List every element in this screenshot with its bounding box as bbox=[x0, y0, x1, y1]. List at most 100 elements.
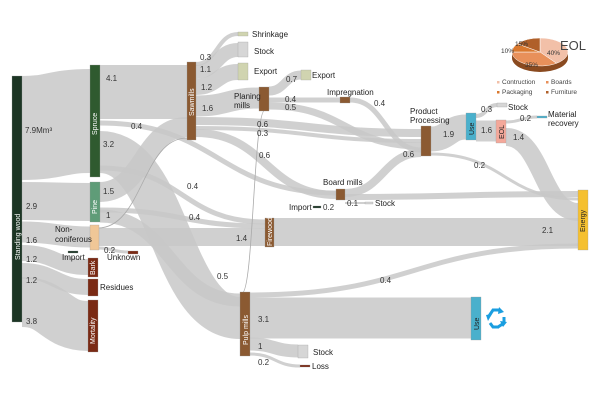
node-label-spruce: Spruce bbox=[92, 113, 99, 135]
link-eol-energy bbox=[504, 128, 580, 221]
value-eol-material: 0.2 bbox=[520, 114, 532, 123]
legend-packaging: Packaging bbox=[502, 89, 533, 96]
value-pulp-stock: 1 bbox=[258, 342, 263, 351]
value-nonconif-fire: 1.4 bbox=[236, 234, 248, 243]
link-nonconif-sawmills bbox=[97, 137, 188, 229]
node-label-nonconif-2: coniferous bbox=[55, 235, 92, 244]
value-pp-use: 1.9 bbox=[443, 130, 455, 139]
node-label-firewood: Firewood bbox=[267, 217, 274, 246]
link-planing-pulp bbox=[241, 109, 266, 294]
pie-label-boards: 35% bbox=[525, 62, 538, 69]
node-planing-mills bbox=[258, 86, 270, 112]
flow-links bbox=[20, 32, 580, 368]
value-saw-pp2: 0.3 bbox=[257, 129, 269, 138]
legend-swatch-contruction bbox=[497, 81, 500, 84]
pie-title: EOL bbox=[560, 38, 586, 53]
value-export: 1.2 bbox=[201, 83, 213, 92]
node-non-coniferous bbox=[89, 224, 100, 251]
node-export-2 bbox=[300, 69, 312, 81]
node-label-pulp-mills: Pulp mills bbox=[243, 315, 250, 345]
legend-contruction: Contruction bbox=[502, 79, 536, 86]
flow-values: 7.9Mm³ 2.9 1.6 1.2 1.2 3.8 4.1 0.4 3.2 1… bbox=[25, 53, 554, 367]
link-pulp-loss bbox=[249, 352, 301, 368]
value-pulp-use: 3.1 bbox=[258, 315, 270, 324]
link-sawmills-stock bbox=[195, 43, 239, 79]
link-planing-export bbox=[268, 70, 302, 96]
link-standing-residues bbox=[21, 263, 89, 295]
value-residues-in: 1.2 bbox=[26, 276, 38, 285]
value-shrinkage: 0.3 bbox=[200, 53, 212, 62]
link-pine-firewood bbox=[99, 207, 266, 229]
node-label-bark: Bark bbox=[90, 260, 97, 275]
node-label-export-2: Export bbox=[312, 71, 336, 80]
value-pp-energy: 0.2 bbox=[474, 161, 486, 170]
node-label-shrinkage: Shrinkage bbox=[252, 30, 289, 39]
node-label-planing-1: Planing bbox=[234, 92, 261, 101]
node-spruce bbox=[89, 64, 101, 178]
node-standing-wood bbox=[11, 75, 23, 323]
pie-percent-labels: 40% 35% 10% 15% bbox=[501, 41, 560, 69]
node-pine bbox=[89, 181, 101, 223]
value-use-eol: 1.6 bbox=[481, 126, 493, 135]
link-standing-pine bbox=[21, 182, 91, 221]
value-fire-energy: 2.1 bbox=[542, 226, 554, 235]
value-planing: 1.6 bbox=[202, 104, 214, 113]
node-board-stock bbox=[364, 201, 374, 205]
legend-swatch-boards bbox=[546, 81, 549, 84]
node-import bbox=[67, 250, 79, 254]
node-loss bbox=[299, 364, 311, 368]
link-impreg-pp bbox=[349, 97, 422, 153]
node-bark bbox=[87, 257, 99, 278]
value-impreg-pp: 0.4 bbox=[374, 99, 386, 108]
value-saw-board: 0.6 bbox=[259, 151, 271, 160]
link-sawmills-board bbox=[195, 129, 337, 199]
node-material-recovery bbox=[536, 115, 548, 119]
node-label-board-mills: Board mills bbox=[323, 178, 363, 187]
pie-slice-furniture bbox=[516, 37, 541, 53]
node-label-product-2: Processing bbox=[410, 116, 450, 125]
pie-label-furniture: 15% bbox=[515, 41, 528, 48]
value-pulp-loss: 0.2 bbox=[258, 358, 270, 367]
node-eol bbox=[495, 119, 507, 144]
link-eol-material bbox=[505, 115, 538, 124]
value-pulp-in: 0.5 bbox=[217, 272, 229, 281]
value-saw-pp1: 0.6 bbox=[257, 120, 269, 129]
value-spruce-board: 0.4 bbox=[131, 122, 143, 131]
node-stock bbox=[237, 41, 249, 58]
value-pine-saw: 1.5 bbox=[103, 187, 115, 196]
link-pp-use bbox=[429, 114, 468, 152]
link-sawmills-shrinkage bbox=[195, 32, 239, 66]
value-bark-in: 1.2 bbox=[26, 255, 38, 264]
value-mortality-in: 3.8 bbox=[26, 317, 38, 326]
node-label-board-import: Import bbox=[289, 203, 312, 212]
value-stock: 1.1 bbox=[200, 65, 212, 74]
node-product-processing bbox=[420, 125, 432, 157]
node-sawmills bbox=[186, 61, 197, 141]
link-pulp-stock bbox=[249, 337, 299, 358]
value-pine-pulp: 1 bbox=[106, 211, 111, 220]
node-label-import: Import bbox=[62, 253, 85, 262]
node-shrinkage bbox=[237, 31, 249, 37]
node-use-stock bbox=[496, 102, 508, 108]
link-sawmills-pp1 bbox=[195, 117, 422, 137]
value-unknown: 0.2 bbox=[104, 246, 116, 255]
node-board-import bbox=[312, 205, 322, 209]
node-label-material-1: Material bbox=[548, 110, 577, 119]
link-use-stock bbox=[475, 103, 498, 118]
legend-boards: Boards bbox=[551, 79, 572, 86]
nodes bbox=[11, 31, 589, 368]
link-nonconif-unknown bbox=[97, 246, 129, 254]
value-plan-impreg: 0.4 bbox=[285, 95, 297, 104]
value-pine-in: 2.9 bbox=[26, 202, 38, 211]
node-pulp-stock bbox=[297, 344, 309, 359]
node-firewood bbox=[264, 217, 275, 248]
node-use-pulp bbox=[470, 296, 482, 341]
link-sawmills-export bbox=[195, 64, 239, 95]
node-label-use-pulp: Use bbox=[474, 317, 481, 330]
node-residues bbox=[87, 278, 99, 297]
value-eol-energy: 1.4 bbox=[513, 133, 525, 142]
link-board-pp bbox=[344, 149, 422, 197]
value-spruce-pulp: 3.2 bbox=[103, 140, 115, 149]
node-pulp-mills bbox=[239, 291, 251, 357]
